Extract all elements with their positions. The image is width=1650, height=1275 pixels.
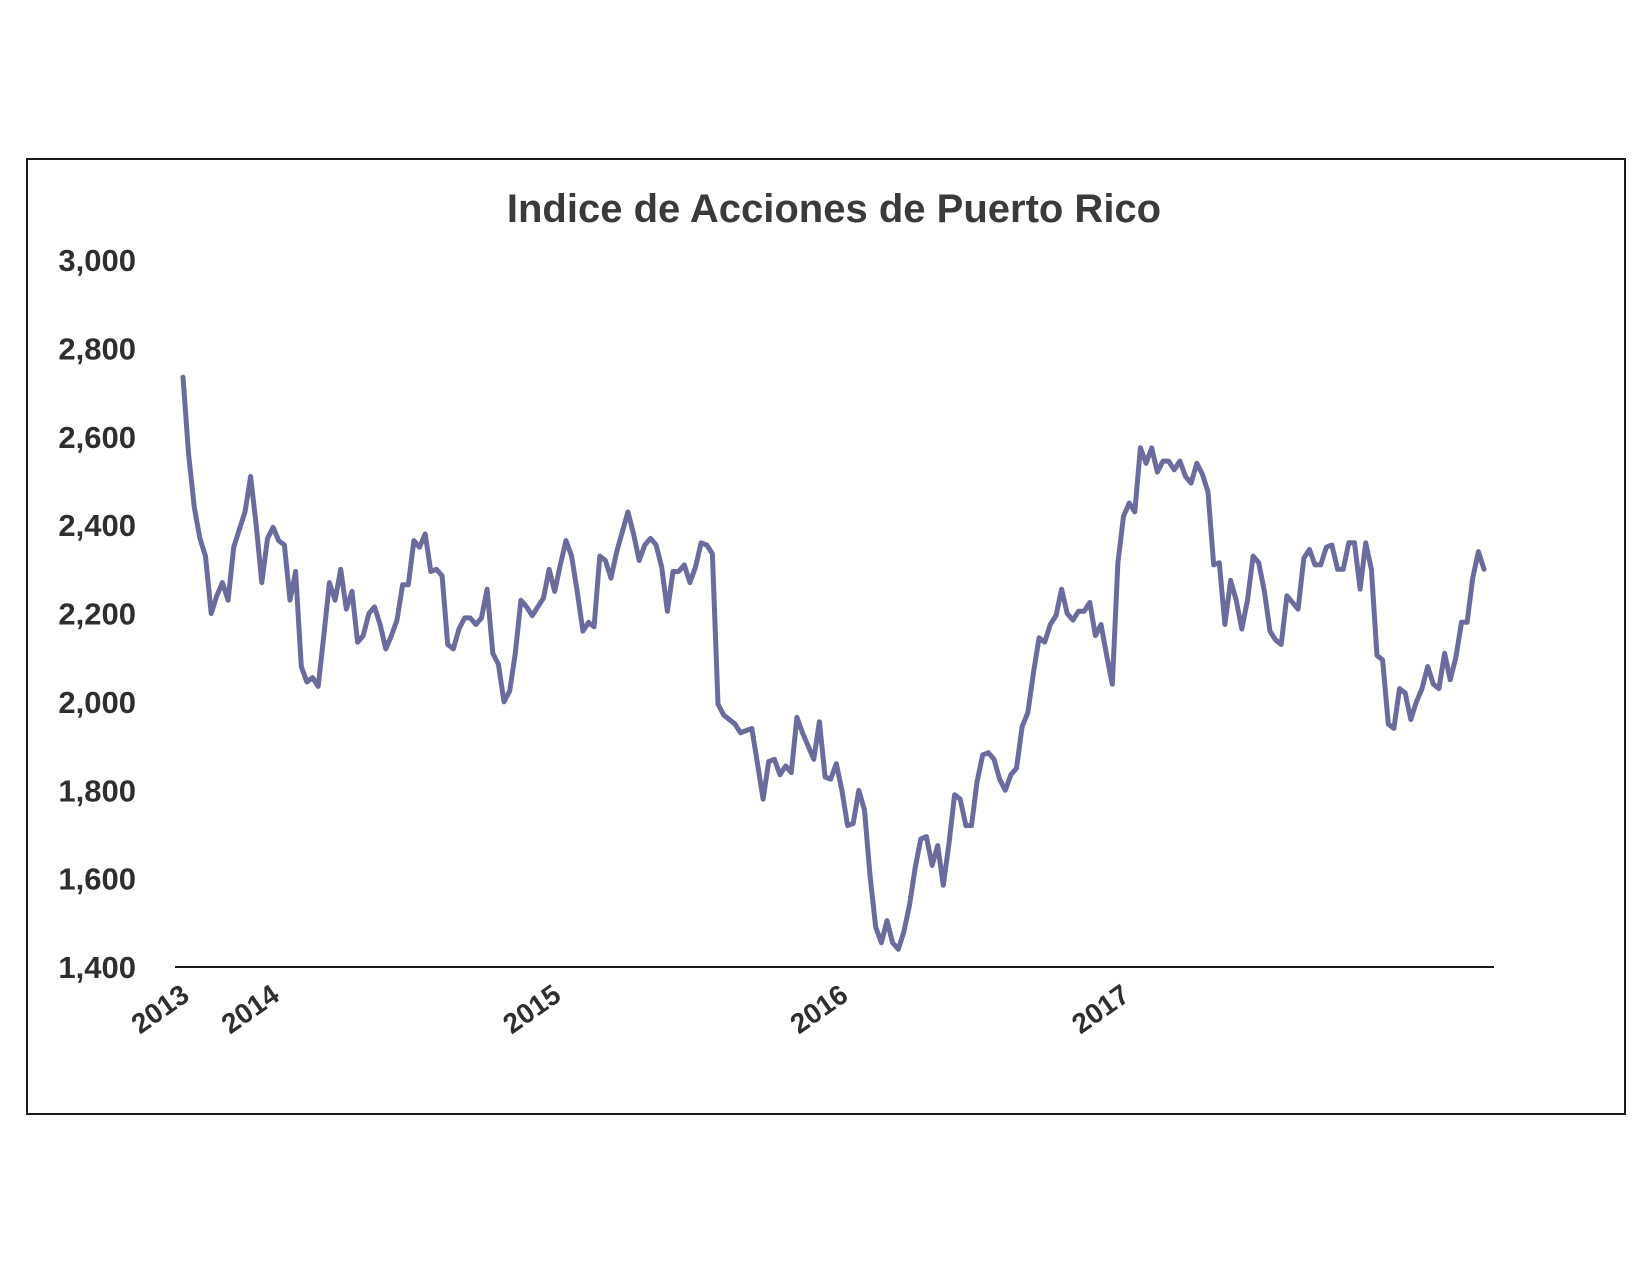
x-tick-label: 2013 bbox=[126, 979, 195, 1040]
y-tick-label: 2,600 bbox=[58, 420, 136, 455]
chart-frame: Indice de Acciones de Puerto Rico 1,400 1… bbox=[26, 158, 1626, 1115]
x-tick-label: 2016 bbox=[785, 979, 854, 1040]
y-tick-label: 3,000 bbox=[58, 243, 136, 278]
y-tick-label: 1,800 bbox=[58, 773, 136, 808]
y-tick-label: 2,400 bbox=[58, 508, 136, 543]
chart-title: Indice de Acciones de Puerto Rico bbox=[507, 187, 1161, 231]
series-line bbox=[180, 374, 1487, 952]
y-tick-label: 2,200 bbox=[58, 597, 136, 632]
x-axis-ticks: 2013 2014 2015 2016 2017 bbox=[126, 978, 1135, 1039]
x-tick-label: 2017 bbox=[1066, 979, 1135, 1040]
y-axis-ticks: 1,400 1,600 1,800 2,000 2,200 2,400 2,600 2,800… bbox=[58, 243, 136, 985]
line-chart: Indice de Acciones de Puerto Rico 1,4001… bbox=[58, 187, 1494, 1040]
y-tick-label: 2,000 bbox=[58, 685, 136, 720]
x-tick-label: 2015 bbox=[497, 979, 566, 1040]
y-tick-label: 1,600 bbox=[58, 862, 136, 897]
x-tick-label: 2014 bbox=[216, 978, 285, 1039]
y-tick-label: 2,800 bbox=[58, 331, 136, 366]
y-tick-label: 1,400 bbox=[58, 950, 136, 985]
